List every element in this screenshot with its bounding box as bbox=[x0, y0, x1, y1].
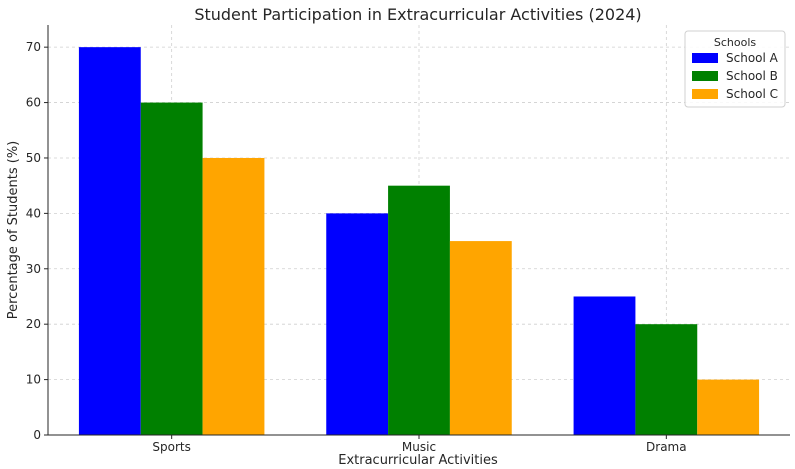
y-tick-label: 20 bbox=[26, 317, 41, 331]
bar-school-c-music bbox=[449, 241, 512, 435]
x-axis-ticks: Sports Music Drama bbox=[152, 435, 687, 454]
bar-school-a-drama bbox=[573, 296, 636, 435]
y-tick-label: 0 bbox=[33, 428, 41, 442]
bar-school-b-drama bbox=[635, 324, 698, 435]
y-axis-label: Percentage of Students (%) bbox=[6, 141, 21, 320]
bar-school-c-drama bbox=[697, 379, 760, 435]
legend-swatch bbox=[692, 53, 718, 63]
bar-school-c-sports bbox=[202, 157, 265, 436]
bar-school-b-sports bbox=[140, 102, 203, 435]
bar-school-a-music bbox=[326, 213, 389, 435]
x-tick-label: Music bbox=[402, 440, 436, 454]
x-tick-label: Drama bbox=[646, 440, 687, 454]
y-tick-label: 50 bbox=[26, 151, 41, 165]
bar-school-b-music bbox=[388, 185, 450, 435]
legend-title: Schools bbox=[714, 36, 757, 49]
legend-box bbox=[684, 30, 786, 108]
legend: Schools School A School B School C bbox=[684, 30, 786, 108]
legend-swatch bbox=[692, 89, 718, 99]
bars bbox=[78, 47, 760, 436]
y-tick-label: 10 bbox=[26, 373, 41, 387]
legend-entry: School B bbox=[726, 69, 778, 83]
chart-title: Student Participation in Extracurricular… bbox=[194, 5, 641, 24]
legend-entry: School C bbox=[726, 87, 778, 101]
y-tick-label: 40 bbox=[26, 206, 41, 220]
bar-school-a-sports bbox=[78, 47, 141, 435]
y-axis-ticks: 0 10 20 30 40 50 60 70 bbox=[26, 40, 48, 442]
y-tick-label: 70 bbox=[26, 40, 41, 54]
legend-swatch bbox=[692, 71, 718, 81]
x-tick-label: Sports bbox=[152, 440, 190, 454]
legend-items: School A School B School C bbox=[692, 51, 779, 101]
x-axis-label: Extracurricular Activities bbox=[338, 453, 498, 468]
y-tick-label: 60 bbox=[26, 96, 41, 110]
legend-entry: School A bbox=[726, 51, 779, 65]
y-tick-label: 30 bbox=[26, 262, 41, 276]
